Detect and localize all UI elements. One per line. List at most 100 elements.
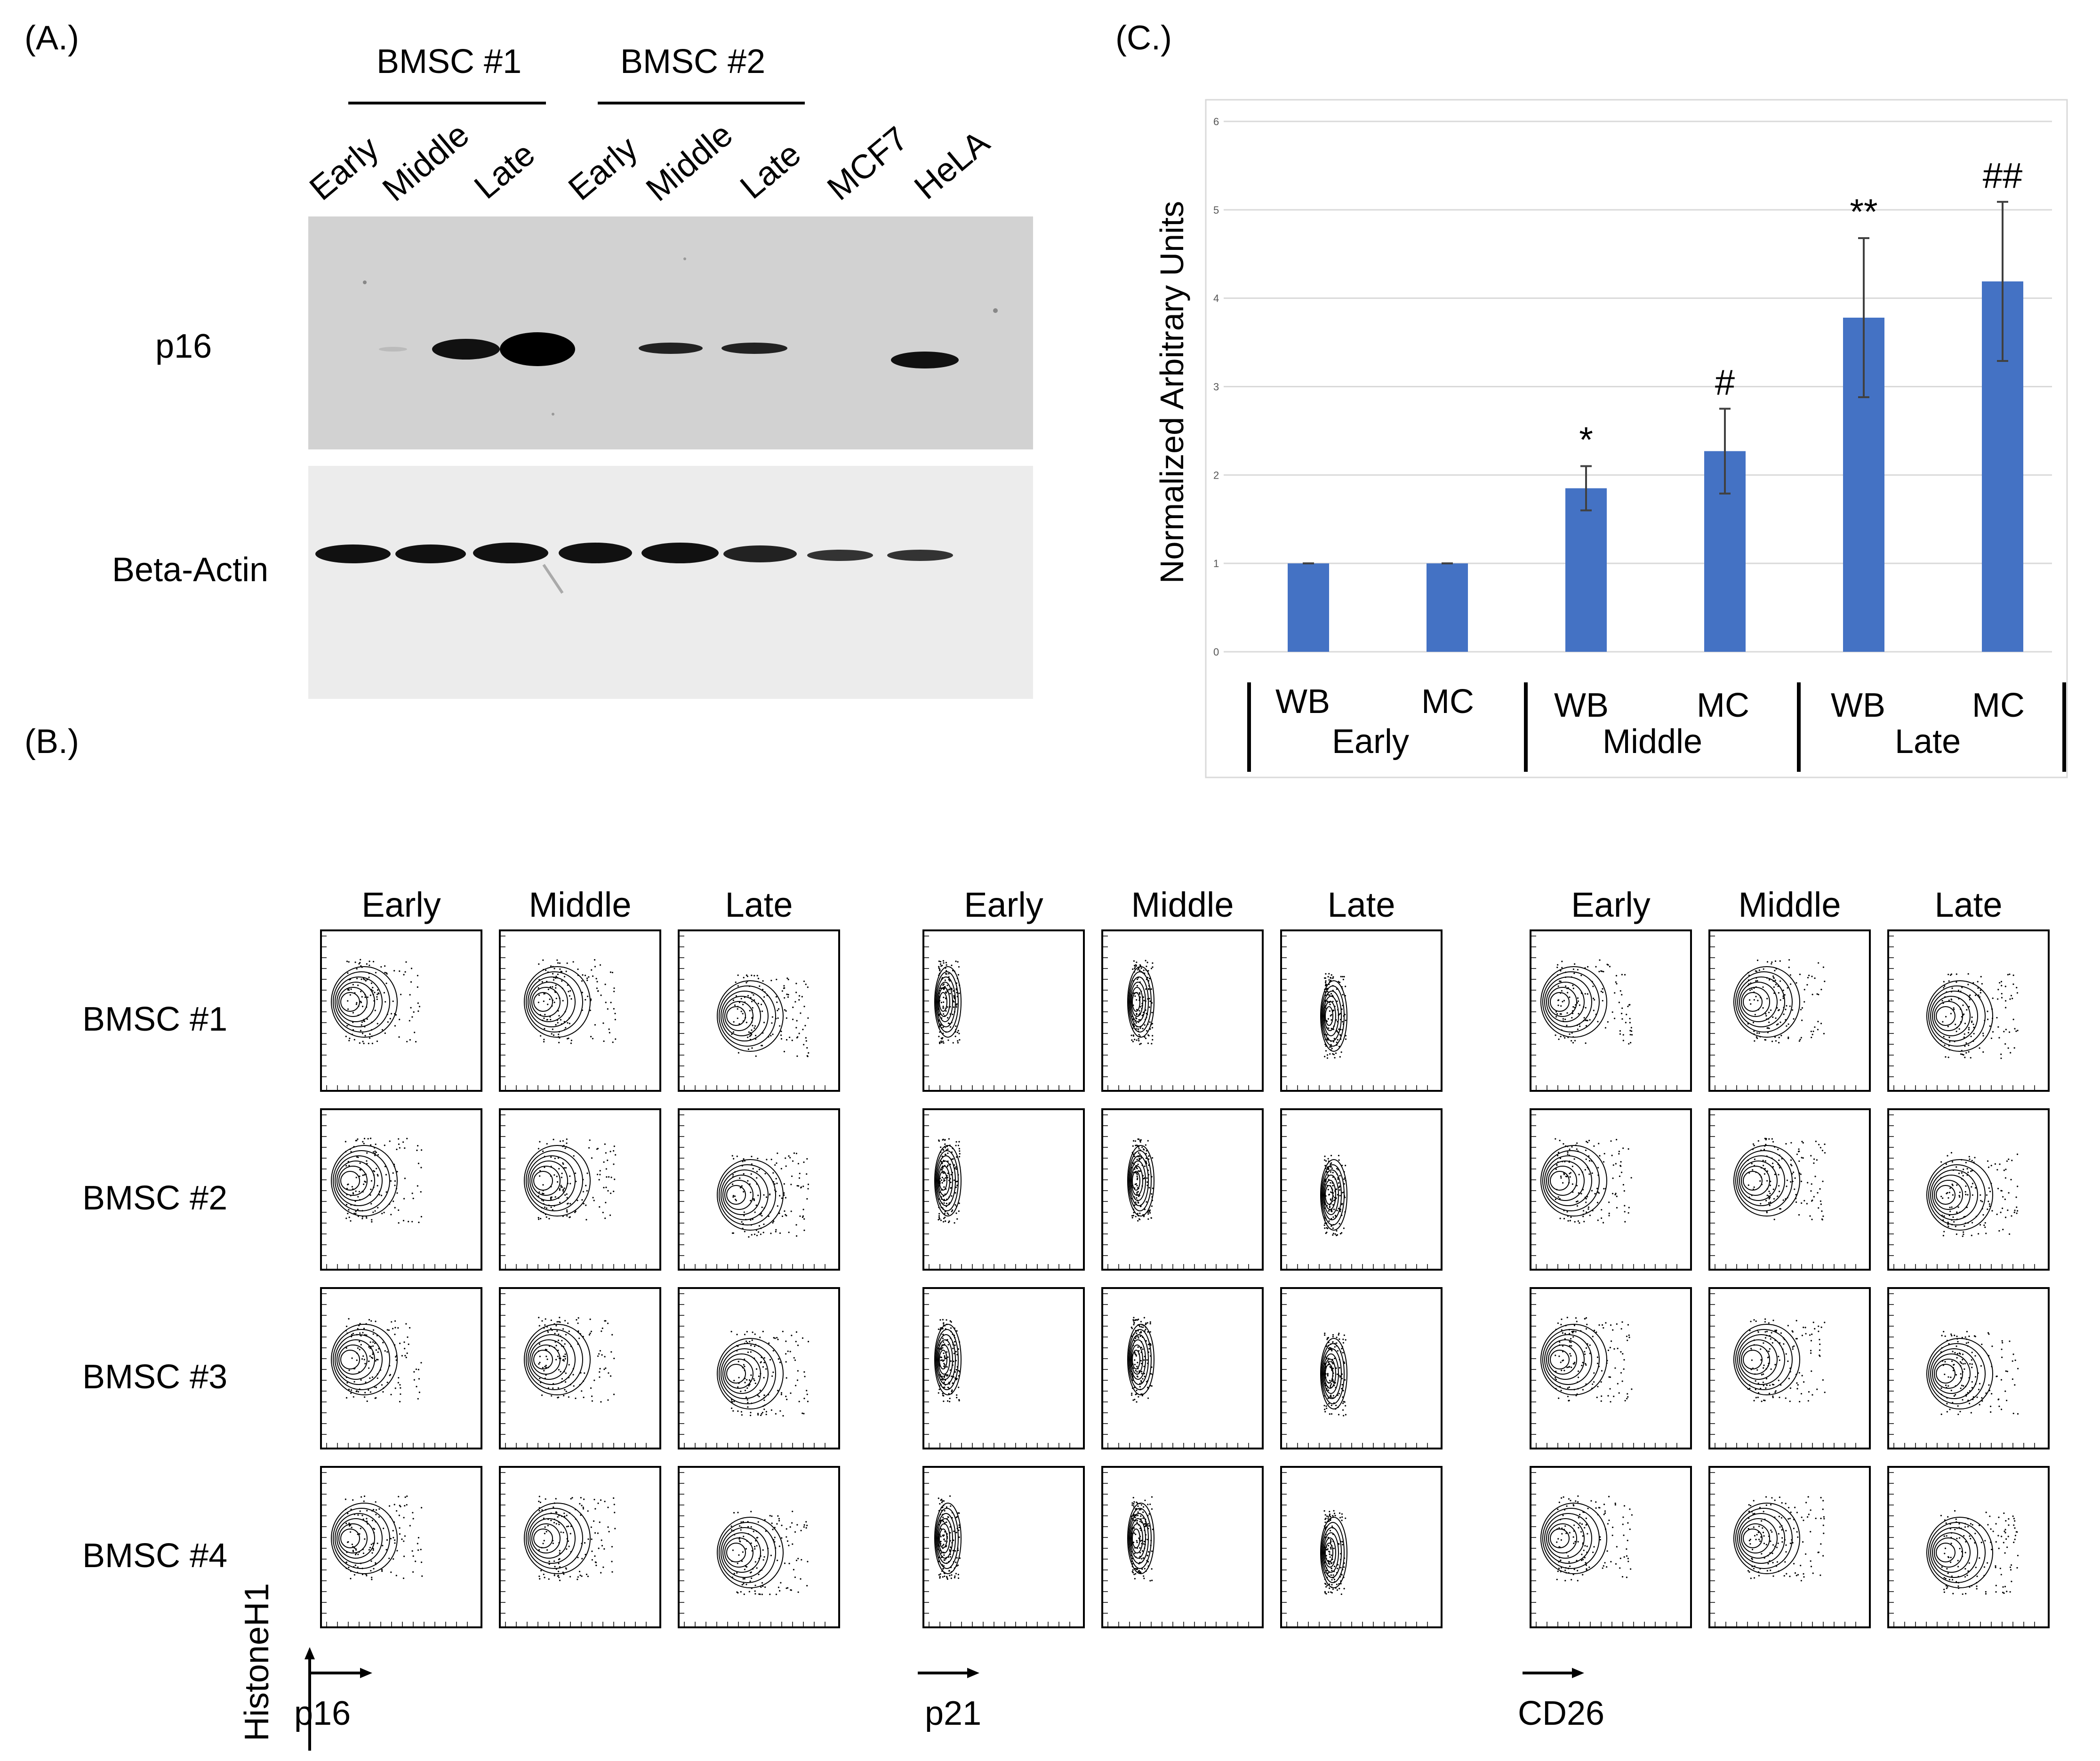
contour-plot — [680, 1114, 826, 1269]
lane-label: Early — [302, 129, 386, 208]
group-label: Early — [1332, 723, 1410, 760]
panel-c-label: (C.) — [1115, 19, 1172, 57]
category-axis: WB MC WB MC WB MC Early Middle Late — [1247, 682, 2066, 776]
contour-plot — [924, 936, 1070, 1090]
bar — [1565, 488, 1607, 652]
flow-plot — [1887, 929, 2050, 1092]
flow-plot — [320, 1466, 482, 1628]
flow-plot — [922, 1108, 1085, 1271]
group-underline-bmsc2 — [598, 102, 805, 104]
significance-annotation: * — [1579, 420, 1593, 460]
contour-plot — [1282, 1472, 1428, 1626]
contour-plot — [1710, 1472, 1856, 1626]
column-header: Early — [964, 885, 1043, 924]
category-label: WB — [1554, 687, 1609, 724]
category-label: WB — [1275, 683, 1330, 720]
contour-plot — [1103, 1472, 1249, 1626]
y-tick-label: 3 — [1213, 381, 1219, 393]
y-tick-label: 2 — [1213, 469, 1219, 481]
contour-plot — [1710, 1114, 1856, 1269]
contour-plot — [1889, 936, 2035, 1090]
y-axis-label: Normalized Arbitrary Units — [1154, 201, 1190, 584]
category-label: WB — [1831, 687, 1885, 724]
lane-label: Middle — [639, 115, 740, 209]
contour-plot — [501, 1293, 647, 1448]
contour-plot — [680, 1472, 826, 1626]
panel-a-label: (A.) — [24, 19, 79, 57]
y-tick-label: 5 — [1213, 204, 1219, 216]
x-axis-arrow-head — [360, 1668, 372, 1678]
y-tick-label: 0 — [1213, 646, 1219, 658]
flow-plot — [922, 1466, 1085, 1628]
group-divider — [1247, 682, 1251, 772]
contour-plot — [924, 1293, 1070, 1448]
flow-plot — [1530, 1287, 1692, 1449]
category-label: MC — [1421, 683, 1474, 720]
flow-plot — [1708, 1287, 1871, 1449]
contour-plot — [501, 1472, 647, 1626]
column-header: Middle — [1738, 885, 1841, 924]
contour-plot — [1889, 1472, 2035, 1626]
flow-plot — [1887, 1287, 2050, 1449]
bar — [1288, 563, 1329, 652]
contour-plot — [1103, 1293, 1249, 1448]
flow-plot — [678, 1287, 840, 1449]
row-label-bmsc2: BMSC #2 — [82, 1179, 228, 1217]
row-label-bmsc4: BMSC #4 — [82, 1537, 228, 1575]
column-header: Late — [1934, 885, 2003, 924]
contour-plot — [924, 1114, 1070, 1269]
group-divider — [1797, 682, 1801, 772]
contour-plot — [322, 936, 468, 1090]
contour-plot — [322, 1293, 468, 1448]
contour-plot — [322, 1114, 468, 1269]
bar-chart: 0 1 2 3 4 5 6 * # ** ## — [1205, 99, 2068, 778]
contour-plot — [1889, 1114, 2035, 1269]
y-axis-arrow-line — [308, 1657, 311, 1751]
flow-plot — [922, 1287, 1085, 1449]
contour-plot — [924, 1472, 1070, 1626]
flow-plot — [1708, 1466, 1871, 1628]
contour-plot — [1103, 936, 1249, 1090]
y-axis-marker-label: HistoneH1 — [238, 1583, 276, 1741]
group-label-bmsc1: BMSC #1 — [377, 43, 522, 80]
x-axis-arrow-head — [967, 1668, 979, 1678]
group-label: Middle — [1603, 723, 1703, 760]
contour-plot — [680, 936, 826, 1090]
flow-plot — [320, 1108, 482, 1271]
flow-plot — [1280, 1287, 1443, 1449]
significance-annotation: ** — [1850, 192, 1877, 232]
y-tick-label: 4 — [1213, 293, 1219, 304]
lane-label: Early — [561, 129, 645, 208]
group-divider — [2062, 682, 2066, 772]
flow-plot — [499, 1108, 661, 1271]
p16-western-blot — [308, 216, 1033, 449]
significance-annotation: # — [1715, 362, 1735, 402]
beta-actin-western-blot — [308, 466, 1033, 699]
flow-plot — [499, 929, 661, 1092]
plot-frame — [1205, 99, 2068, 778]
contour-plot — [501, 1114, 647, 1269]
lane-label: Late — [733, 135, 808, 207]
column-header: Late — [725, 885, 793, 924]
flow-plot — [922, 929, 1085, 1092]
contour-plot — [1531, 936, 1677, 1090]
blot-row-label-beta-actin: Beta-Actin — [112, 551, 269, 589]
group-divider — [1524, 682, 1528, 772]
flow-plot — [1101, 1466, 1264, 1628]
marker-label-cd26: CD26 — [1518, 1695, 1605, 1732]
contour-plot — [1889, 1293, 2035, 1448]
lane-label: Middle — [375, 115, 476, 209]
flow-plot — [1887, 1108, 2050, 1271]
contour-plot — [1282, 936, 1428, 1090]
contour-plot — [1710, 1293, 1856, 1448]
column-header: Late — [1327, 885, 1395, 924]
column-header: Early — [361, 885, 441, 924]
flow-plot — [1101, 929, 1264, 1092]
x-axis-arrow-line — [311, 1672, 362, 1674]
group-label: Late — [1895, 723, 1961, 760]
y-axis-arrow-head — [305, 1647, 315, 1659]
contour-plot — [1531, 1293, 1677, 1448]
flow-plot — [1280, 929, 1443, 1092]
bar — [1427, 563, 1468, 652]
contour-plot — [1531, 1472, 1677, 1626]
